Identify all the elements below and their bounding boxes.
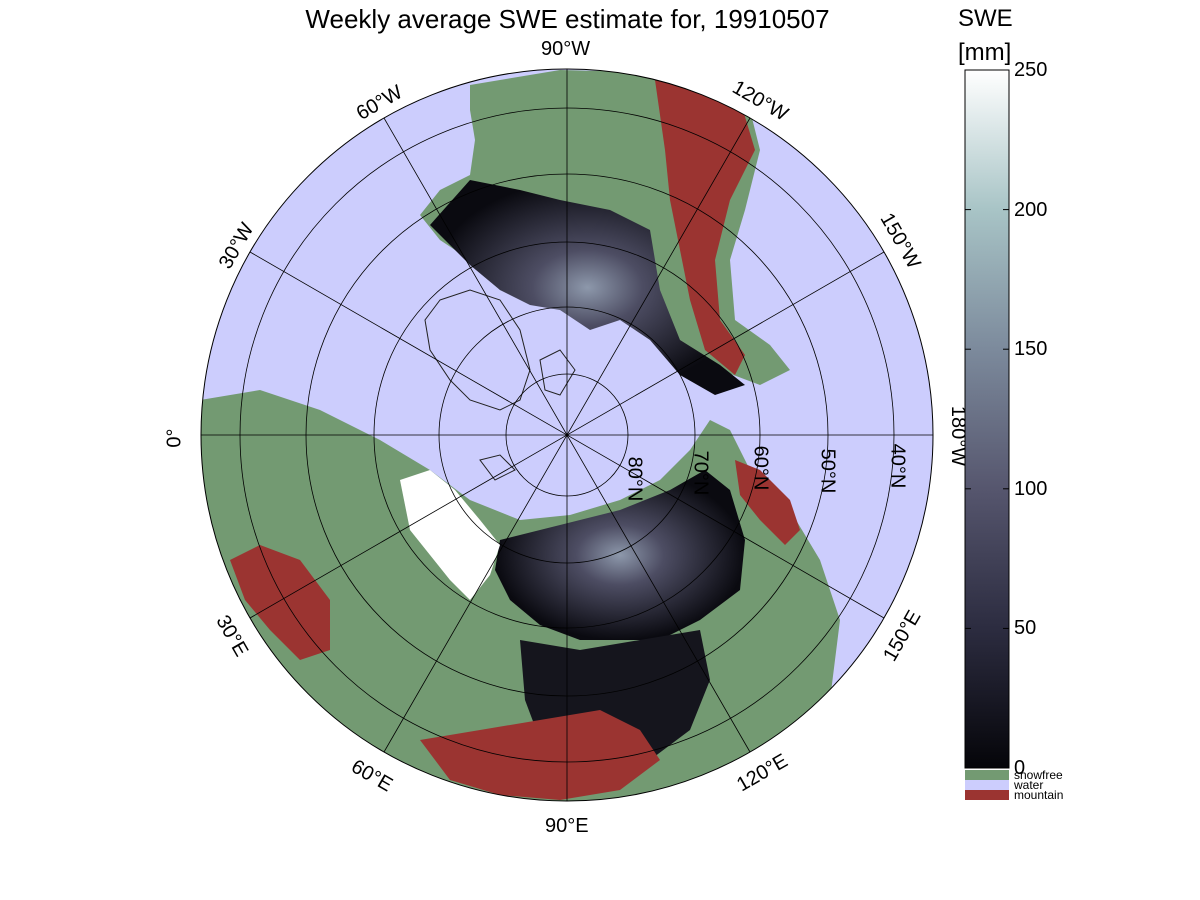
colorbar-tick-label: 150 (1014, 338, 1048, 361)
graticule (200, 68, 934, 802)
arctic-islands (479, 349, 576, 481)
legend-label-water: water (1014, 778, 1044, 792)
lat-label-80n: 80°N (623, 456, 646, 502)
lat-label-60n: 60°N (749, 445, 772, 491)
himalaya-mountains (420, 710, 660, 800)
lat-label-40n: 40°N (886, 443, 909, 489)
legend-label-mountain: mountain (1014, 788, 1064, 802)
canada-snow-region (430, 180, 745, 395)
colorbar-tick-label: 100 (1014, 477, 1048, 500)
meridian-lines (201, 69, 933, 801)
lon-label-180w: 180°W (947, 405, 970, 467)
colorbar-title: SWE (958, 5, 1013, 32)
lat-label-70n: 70°N (689, 450, 712, 496)
lon-label-90e: 90°E (545, 815, 589, 837)
siberia-snow-region (495, 470, 745, 640)
lon-label-90w: 90°W (541, 38, 591, 60)
legend-label-snowfree: snowfree (1014, 768, 1063, 782)
map-title: Weekly average SWE estimate for, 1991050… (305, 4, 830, 34)
scandinavia-snow (400, 470, 500, 600)
colorbar-tick-label: 250 (1014, 59, 1048, 81)
colorbar-tick-label: 0 (1014, 757, 1026, 779)
kamchatka-mountains (735, 460, 800, 545)
colorbar-unit: [mm] (958, 39, 1012, 66)
rocky-mountains (655, 80, 755, 375)
lat-label-50n: 50°N (816, 448, 839, 494)
colorbar-tick-label: 200 (1014, 198, 1048, 221)
colorbar-tick-label: 50 (1014, 617, 1037, 640)
greenland (424, 289, 531, 411)
lon-label-0: 0° (163, 428, 186, 448)
